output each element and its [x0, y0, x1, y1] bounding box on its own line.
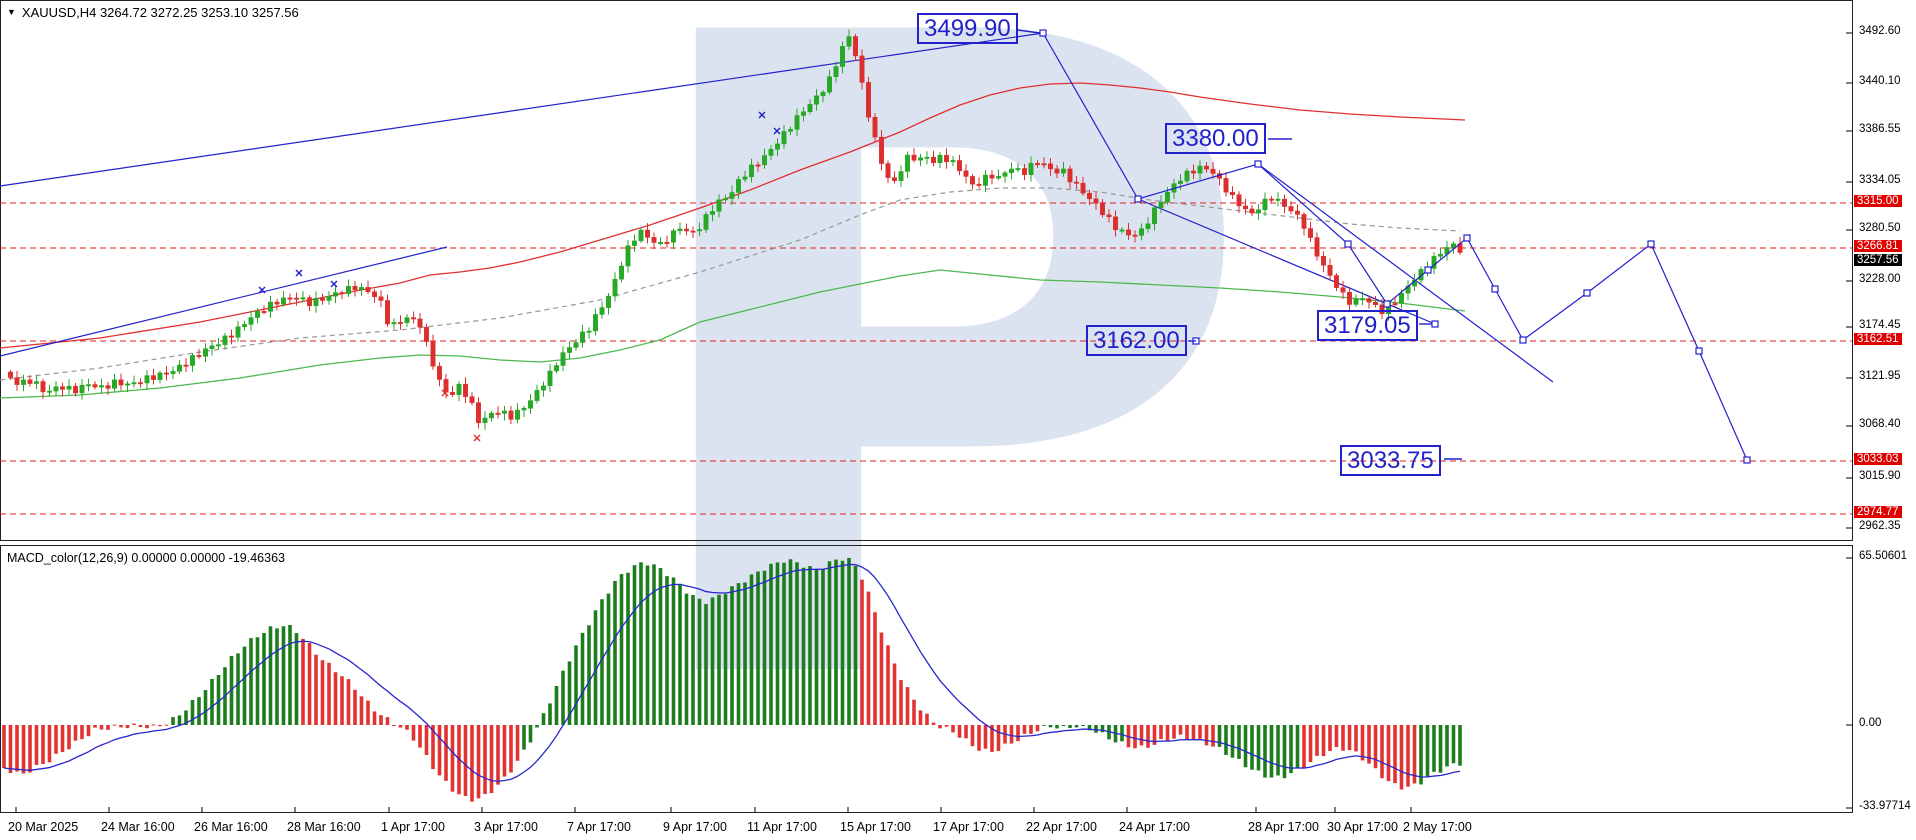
symbol-title-text: XAUUSD,H4 3264.72 3272.25 3253.10 3257.5… [21, 5, 299, 20]
level-price-label: 3162.51 [1854, 333, 1902, 345]
price-axis-label: 3386.55 [1859, 123, 1901, 135]
ma-red-line [0, 82, 1466, 349]
time-label: 7 Apr 17:00 [567, 820, 631, 834]
time-label: 28 Mar 16:00 [287, 820, 361, 834]
macd-axis-ticks [15, 557, 1852, 812]
level-price-label: 3033.03 [1854, 453, 1902, 465]
zigzag-vertex-markers [1017, 29, 1751, 464]
current-price-label: 3257.56 [1854, 254, 1902, 266]
collapse-triangle-icon[interactable]: ▼ [7, 7, 16, 17]
time-label: 15 Apr 17:00 [840, 820, 911, 834]
price-axis-label: 3015.90 [1859, 470, 1901, 482]
macd-signal-line [3, 563, 1461, 782]
time-label: 24 Mar 16:00 [101, 820, 175, 834]
time-label: 2 May 17:00 [1403, 820, 1472, 834]
price-axis-label: 3440.10 [1859, 75, 1901, 87]
broker-watermark-logo: P [615, 0, 1260, 840]
price-axis-ticks [1846, 32, 1852, 529]
price-axis-label: 3492.60 [1859, 25, 1901, 37]
level-price-label: 2974.77 [1854, 506, 1902, 518]
ma-gray-dashed [0, 187, 1461, 381]
macd-histogram [2, 557, 1462, 802]
price-axis-label: 3228.00 [1859, 273, 1901, 285]
candles-layer [8, 29, 1463, 430]
time-label: 26 Mar 16:00 [194, 820, 268, 834]
fractal-x-markers [258, 111, 781, 442]
price-axis[interactable]: 3492.60 3440.10 3386.55 3334.05 3315.00 3280.… [1853, 0, 1916, 840]
price-axis-label: 65.50601 [1859, 550, 1907, 562]
time-label: 24 Apr 17:00 [1119, 820, 1190, 834]
price-axis-label: 3174.45 [1859, 319, 1901, 331]
macd-indicator-label: MACD_color(12,26,9) 0.00000 0.00000 -19.… [7, 551, 285, 565]
time-label: 20 Mar 2025 [8, 820, 79, 834]
price-annotation-flag[interactable]: 3380.00 [1165, 123, 1266, 154]
price-annotation-flag[interactable]: 3499.90 [917, 13, 1018, 44]
price-annotation-flag[interactable]: 3162.00 [1086, 325, 1187, 356]
price-axis-label: 0.00 [1859, 717, 1882, 729]
time-label: 1 Apr 17:00 [381, 820, 445, 834]
time-label: 3 Apr 17:00 [474, 820, 538, 834]
time-label: 22 Apr 17:00 [1026, 820, 1097, 834]
price-axis-label: 3068.40 [1859, 418, 1901, 430]
time-label: 28 Apr 17:00 [1248, 820, 1319, 834]
time-axis[interactable]: 20 Mar 2025 24 Mar 16:00 26 Mar 16:00 28 Ma… [0, 814, 1853, 840]
price-axis-label: -33.97714 [1859, 800, 1911, 812]
price-axis-label: 2962.35 [1859, 520, 1901, 532]
time-label: 30 Apr 17:00 [1327, 820, 1398, 834]
macd-indicator-panel[interactable] [0, 545, 1853, 813]
macd-canvas[interactable] [0, 545, 1853, 813]
time-label: 9 Apr 17:00 [663, 820, 727, 834]
forecast-zigzag[interactable] [1042, 32, 1748, 461]
price-annotation-flag[interactable]: 3179.05 [1317, 310, 1418, 341]
price-axis-label: 3280.50 [1859, 222, 1901, 234]
level-price-label: 3315.00 [1854, 195, 1902, 207]
level-price-label: 3266.81 [1854, 240, 1902, 252]
time-label: 17 Apr 17:00 [933, 820, 1004, 834]
ma-green-line [0, 269, 1466, 399]
main-chart-panel[interactable] [0, 0, 1853, 541]
support-resistance-lines [0, 202, 1852, 515]
main-chart-canvas[interactable] [0, 0, 1853, 541]
symbol-title: ▼ XAUUSD,H4 3264.72 3272.25 3253.10 3257.… [7, 5, 299, 20]
time-label: 11 Apr 17:00 [747, 820, 817, 834]
price-axis-label: 3334.05 [1859, 174, 1901, 186]
price-annotation-flag[interactable]: 3033.75 [1340, 445, 1441, 476]
price-axis-label: 3121.95 [1859, 370, 1901, 382]
